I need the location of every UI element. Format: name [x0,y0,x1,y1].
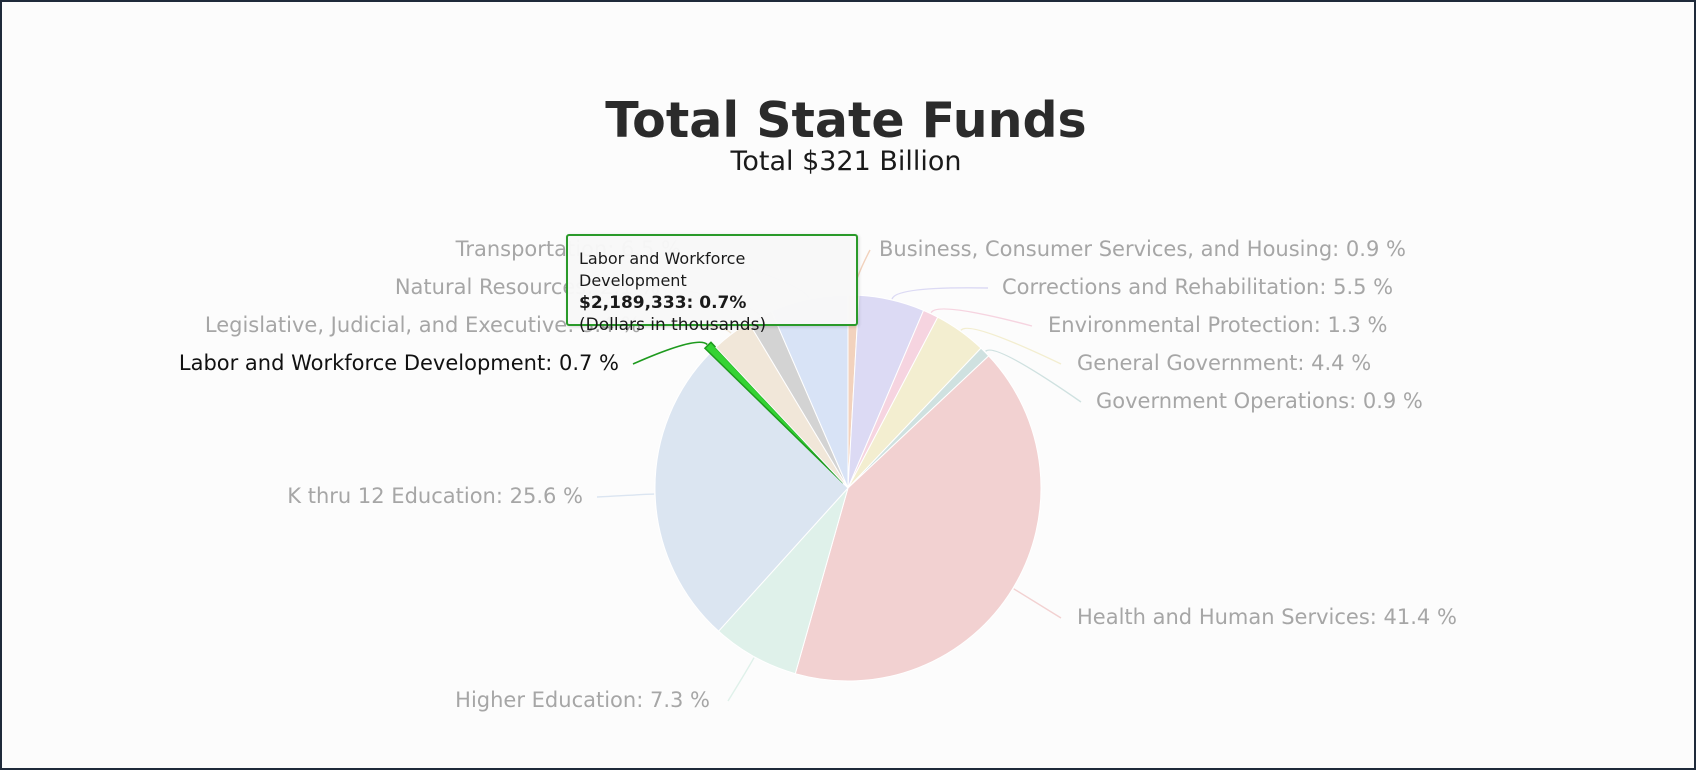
connector-higher-education [727,657,755,702]
connector-environmental-protection [930,308,1033,327]
chart-title: Total State Funds [605,92,1087,149]
connector-k-thru-12-education [596,493,655,498]
pie-slices [654,294,1042,682]
tooltip-note: (Dollars in thousands) [579,315,767,335]
slice-label-health-and-human-services: Health and Human Services: 41.4 % [1077,605,1457,629]
connector-health-and-human-services [1013,588,1062,619]
connector-general-government [960,327,1062,365]
tooltip-value: $2,189,333: 0.7% [579,293,747,313]
pie-slice-k-thru-12-education[interactable] [654,352,849,632]
slice-label-business-consumer-services-and-housing: Business, Consumer Services, and Housing… [879,237,1406,261]
pie-slice-health-and-human-services[interactable] [794,355,1042,682]
slice-label-higher-education: Higher Education: 7.3 % [455,688,710,712]
connector-labor-and-workforce-development [632,341,708,365]
slice-label-labor-and-workforce-development: Labor and Workforce Development: 0.7 % [179,351,619,375]
pie-slice-labor-and-workforce-development[interactable] [703,341,844,484]
connector-corrections-and-rehabilitation [891,287,989,300]
tooltip-title: Labor and Workforce Development [579,249,746,290]
slice-label-corrections-and-rehabilitation: Corrections and Rehabilitation: 5.5 % [1002,275,1393,299]
slice-label-k-thru-12-education: K thru 12 Education: 25.6 % [287,484,583,508]
connector-government-operations [985,349,1082,403]
slice-label-environmental-protection: Environmental Protection: 1.3 % [1048,313,1388,337]
slice-label-general-government: General Government: 4.4 % [1077,351,1371,375]
slice-label-government-operations: Government Operations: 0.9 % [1096,389,1423,413]
tooltip: Labor and Workforce Development $2,189,3… [566,234,858,335]
chart-subtitle: Total $321 Billion [730,146,962,177]
